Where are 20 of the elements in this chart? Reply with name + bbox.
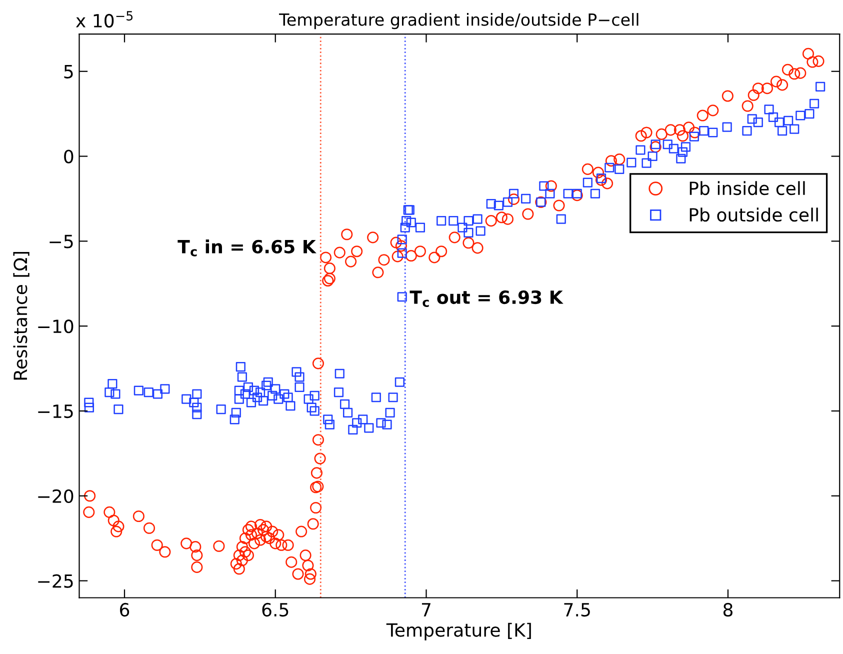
x-tick-label: 8 (723, 602, 732, 617)
x-tick-label: 7 (422, 603, 430, 616)
y-tick-label: −5 (50, 234, 73, 248)
x-tick-label: 6.5 (262, 602, 288, 617)
y-tick-label: −25 (38, 574, 73, 588)
y-tick-label: 0 (64, 150, 74, 164)
x-tick-label: 7.5 (564, 603, 590, 617)
y-tick-label: −10 (38, 320, 74, 334)
chart-title: Temperature gradient inside/outside P−cell (279, 13, 638, 30)
y-axis-title: Resistance [Ω] (13, 252, 30, 380)
y-tick-label: −20 (38, 489, 74, 503)
ref-line-label: T$_{c}$ out = 6.93 K (410, 290, 564, 307)
x-tick-label: 6 (120, 602, 130, 617)
x-axis-title: Temperature [K] (386, 622, 531, 640)
legend-label: Pb inside cell (690, 181, 805, 196)
ref-line-label: T$_{c}$ in = 6.65 K (178, 239, 316, 256)
text: x 10$^{−5}$ (76, 11, 133, 28)
legend-label: Pb outside cell (690, 208, 818, 222)
y-tick-label: −15 (38, 404, 73, 418)
y-tick-label: 5 (64, 65, 73, 78)
